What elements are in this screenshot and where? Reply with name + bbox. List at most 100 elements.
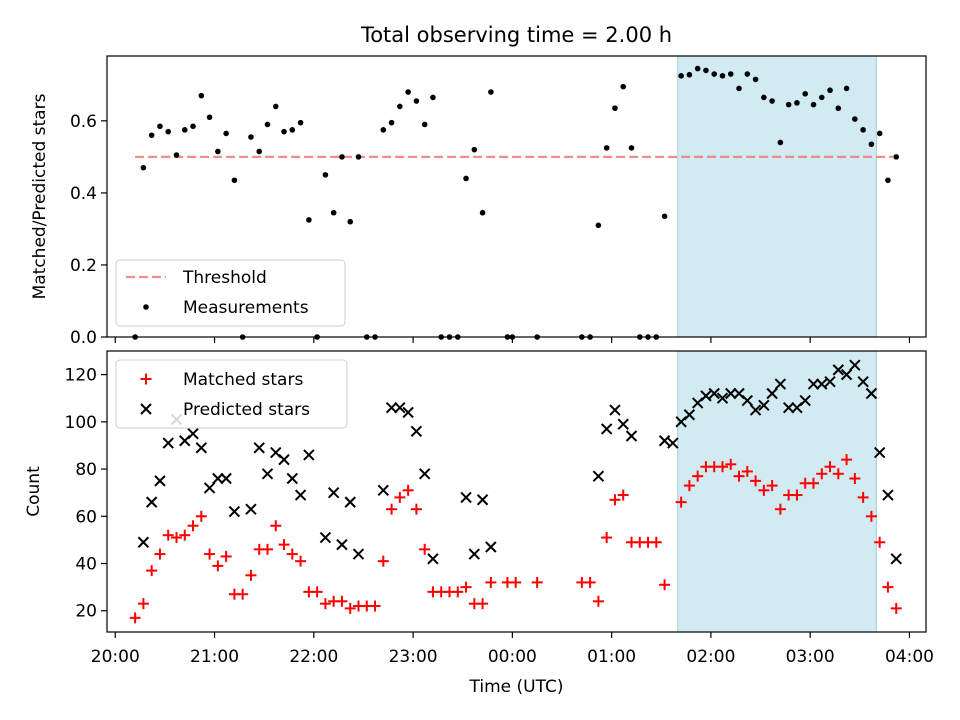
measurement-point [620,83,627,90]
matched-star-point [832,468,844,480]
ratio-y-tick-label: 0.6 [70,112,97,132]
measurement-point [281,128,287,135]
matched-star-point [750,475,762,487]
time-x-axis: 20:00 21:00 22:00 23:00 00:00 01:00 02:00 03:00… [91,632,934,667]
measurement-point [347,218,354,225]
highlight-span [677,55,877,338]
measurement-point [736,85,742,92]
matched-star-point [531,576,543,588]
matched-star-point [865,510,877,522]
matched-star-point [592,595,604,607]
matched-star-point [452,586,464,598]
predicted-star-point [766,387,778,400]
measurement-point [744,71,751,77]
matched-star-point [319,598,331,610]
measurement-point [843,85,850,92]
predicted-star-point [377,484,390,497]
matched-star-point [295,555,307,567]
measurement-point [421,121,428,128]
matched-star-point [237,588,249,600]
measurement-point [628,145,635,151]
predicted-star-point [245,503,257,515]
predicted-star-point [873,446,886,459]
legend-predicted-swatch [140,403,152,415]
predicted-star-point [832,364,845,376]
matched-star-point [344,602,356,614]
matched-star-point [129,612,141,624]
predicted-star-point [162,437,174,449]
measurement-point [322,172,329,178]
legend-matched-label: Matched stars [183,370,303,390]
count-y-axis-label: Count [24,466,44,517]
measurement-point [173,152,180,158]
predicted-star-point [816,378,828,390]
count-legend: Matched stars Predicted stars [115,359,348,429]
measurement-point [181,127,188,133]
matched-star-point [286,548,298,560]
predicted-star-point [344,496,356,508]
count-y-axis: 20 40 60 80 100 120 [65,366,107,622]
predicted-star-point [278,453,290,466]
measurement-point [686,71,693,78]
matched-star-point [386,503,398,515]
matched-star-point [874,536,886,548]
predicted-star-point [890,553,902,565]
predicted-star-point [402,406,414,419]
count-panel: 20 40 60 80 100 120 20:00 21:00 22:00 23:00 00:00… [24,350,934,697]
predicted-star-point [700,390,712,402]
count-y-tick-label: 60 [75,507,97,527]
matched-star-point [394,491,406,503]
matched-star-point [774,503,786,515]
count-panel-frame [106,350,927,633]
legend-matched-swatch [140,373,152,385]
measurement-point [893,154,900,160]
measurement-point [719,73,726,79]
measurement-point [761,94,767,101]
count-legend-box [115,359,348,429]
predicted-star-point [625,430,638,442]
measurement-point [463,175,469,182]
measurement-point [595,222,602,229]
measurement-point [388,119,395,126]
ratio-legend-box [115,259,346,327]
predicted-star-point [154,475,166,487]
matched-stars-points [129,454,902,624]
measurement-point [306,217,312,223]
measurement-point [380,127,387,133]
measurement-point [256,148,263,155]
matched-star-point [650,536,662,548]
measurement-point [479,209,486,216]
predicted-star-point [840,368,853,381]
legend-predicted-label: Predicted stars [183,400,310,420]
measurement-point [339,154,345,160]
matched-star-point [419,543,431,555]
matched-star-point [609,494,621,506]
matched-star-point [485,576,497,588]
matched-star-point [675,496,687,508]
predicted-star-point [427,553,439,565]
count-y-tick-label: 20 [75,602,97,622]
matched-star-point [146,565,158,577]
matched-swatch-mark [140,373,152,385]
predicted-star-point [807,378,820,390]
predicted-star-point [145,496,158,508]
predicted-star-point [683,409,696,421]
predicted-star-point [865,387,878,400]
predicted-swatch-mark [140,403,152,415]
measurement-point [488,89,494,95]
predicted-star-point [385,401,398,414]
predicted-star-point [319,531,332,544]
predicted-star-point [667,437,679,449]
measurement-point [876,130,883,137]
count-y-tick-label: 100 [65,413,97,433]
measurement-point [215,148,221,155]
measurement-point [289,127,296,133]
predicted-star-point [410,425,423,437]
matched-star-point [261,543,273,555]
matched-star-point [179,529,191,541]
measurement-point [430,94,436,101]
measurement-point [206,114,213,121]
predicted-star-point [394,401,406,414]
chart-title: Total observing time = 2.00 h [360,23,672,47]
